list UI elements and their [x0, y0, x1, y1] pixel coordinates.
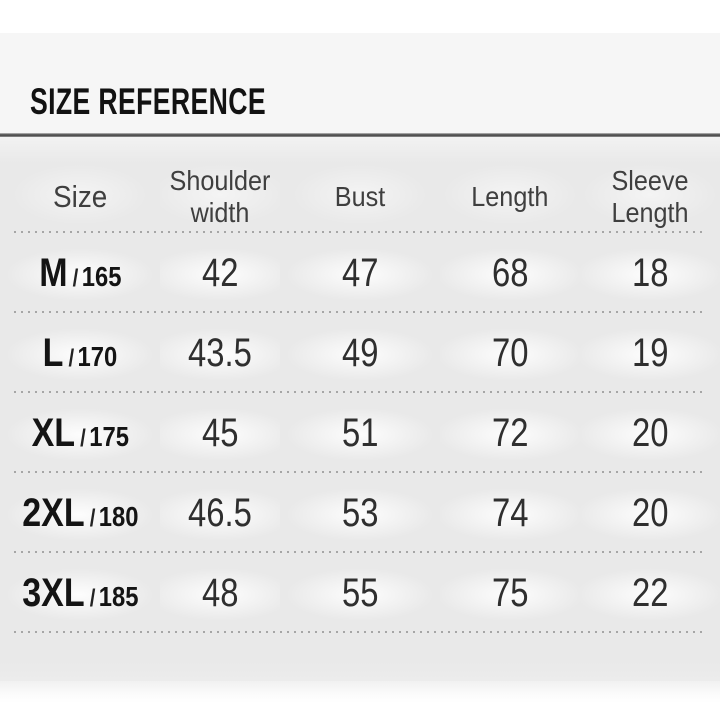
column-header-bust: Bust	[334, 180, 386, 212]
bust-cell: 53	[280, 473, 440, 553]
shoulder-width-cell: 42	[160, 233, 280, 313]
bust-value: 51	[341, 410, 379, 455]
length-cell: 68	[440, 233, 580, 313]
length-cell: 75	[440, 553, 580, 633]
size-code: L	[42, 330, 64, 375]
size-height: 165	[81, 260, 122, 292]
shoulder-width-cell: 43.5	[160, 313, 280, 393]
size-height: 185	[98, 580, 139, 612]
header-cell-size: Size	[0, 137, 160, 233]
size-cell: L/170	[0, 313, 160, 393]
header-divider	[14, 231, 706, 233]
size-separator: /	[79, 424, 86, 452]
size-label: M/165	[39, 251, 121, 296]
row-divider	[14, 391, 706, 393]
title-band: SIZE REFERENCE	[0, 33, 720, 133]
header-cell-bust: Bust	[280, 137, 440, 233]
page-title: SIZE REFERENCE	[30, 81, 266, 122]
shoulder-width-cell: 48	[160, 553, 280, 633]
size-reference-table: Size Shoulder width Bust Length Sleeve L…	[0, 137, 720, 681]
table-row: L/170 43.5 49 70 19	[0, 313, 720, 393]
size-height: 175	[88, 420, 129, 452]
bust-value: 55	[341, 570, 379, 615]
size-code: M	[38, 250, 68, 295]
header-cell-shoulder-width: Shoulder width	[160, 137, 280, 233]
size-separator: /	[72, 264, 78, 292]
row-divider	[14, 551, 706, 553]
column-header-sleeve-length: Sleeve Length	[611, 164, 689, 228]
shoulder-width-cell: 46.5	[160, 473, 280, 553]
sleeve-length-value: 19	[631, 330, 669, 375]
length-cell: 70	[440, 313, 580, 393]
header-cell-sleeve-length: Sleeve Length	[580, 137, 720, 233]
size-label: XL/175	[31, 411, 128, 456]
length-value: 70	[491, 330, 529, 375]
size-cell: 2XL/180	[0, 473, 160, 553]
table-row: M/165 42 47 68 18	[0, 233, 720, 313]
table-row: XL/175 45 51 72 20	[0, 393, 720, 473]
shoulder-width-value: 43.5	[188, 330, 252, 375]
column-header-size: Size	[52, 179, 108, 215]
row-divider	[14, 471, 706, 473]
length-cell: 72	[440, 393, 580, 473]
column-header-shoulder-width: Shoulder width	[169, 164, 271, 228]
table-row: 2XL/180 46.5 53 74 20	[0, 473, 720, 553]
size-label: 2XL/180	[22, 491, 138, 536]
shoulder-width-value: 48	[201, 570, 239, 615]
size-label: L/170	[43, 331, 118, 376]
bust-cell: 55	[280, 553, 440, 633]
bust-cell: 47	[280, 233, 440, 313]
length-value: 68	[491, 250, 529, 295]
table-row: 3XL/185 48 55 75 22	[0, 553, 720, 633]
title-divider	[0, 133, 720, 137]
sleeve-length-cell: 19	[580, 313, 720, 393]
size-height: 170	[77, 340, 118, 372]
size-separator: /	[68, 344, 75, 372]
shoulder-width-value: 46.5	[188, 490, 252, 535]
table-body: M/165 42 47 68 18 L/170 43.5 49 70 19	[0, 233, 720, 633]
size-code: 2XL	[21, 490, 85, 535]
size-code: XL	[31, 410, 75, 455]
column-header-length: Length	[471, 180, 549, 212]
sleeve-length-value: 22	[631, 570, 669, 615]
length-cell: 74	[440, 473, 580, 553]
size-cell: 3XL/185	[0, 553, 160, 633]
shoulder-width-value: 42	[201, 250, 239, 295]
row-divider	[14, 631, 706, 633]
bust-cell: 51	[280, 393, 440, 473]
sleeve-length-cell: 22	[580, 553, 720, 633]
sleeve-length-cell: 18	[580, 233, 720, 313]
header-cell-length: Length	[440, 137, 580, 233]
shoulder-width-cell: 45	[160, 393, 280, 473]
size-separator: /	[89, 584, 96, 612]
bust-value: 53	[341, 490, 379, 535]
length-value: 72	[491, 410, 529, 455]
bust-value: 49	[341, 330, 379, 375]
bust-cell: 49	[280, 313, 440, 393]
sleeve-length-value: 20	[631, 410, 669, 455]
table-header-row: Size Shoulder width Bust Length Sleeve L…	[0, 137, 720, 233]
bust-value: 47	[341, 250, 379, 295]
size-cell: M/165	[0, 233, 160, 313]
shoulder-width-value: 45	[201, 410, 239, 455]
row-divider	[14, 311, 706, 313]
sleeve-length-value: 18	[631, 250, 669, 295]
size-code: 3XL	[21, 570, 85, 615]
length-value: 75	[491, 570, 529, 615]
sleeve-length-value: 20	[631, 490, 669, 535]
panel-bottom-fade	[0, 681, 720, 703]
size-height: 180	[98, 500, 139, 532]
size-cell: XL/175	[0, 393, 160, 473]
size-separator: /	[89, 504, 96, 532]
size-label: 3XL/185	[22, 571, 138, 616]
sleeve-length-cell: 20	[580, 473, 720, 553]
length-value: 74	[491, 490, 529, 535]
sleeve-length-cell: 20	[580, 393, 720, 473]
